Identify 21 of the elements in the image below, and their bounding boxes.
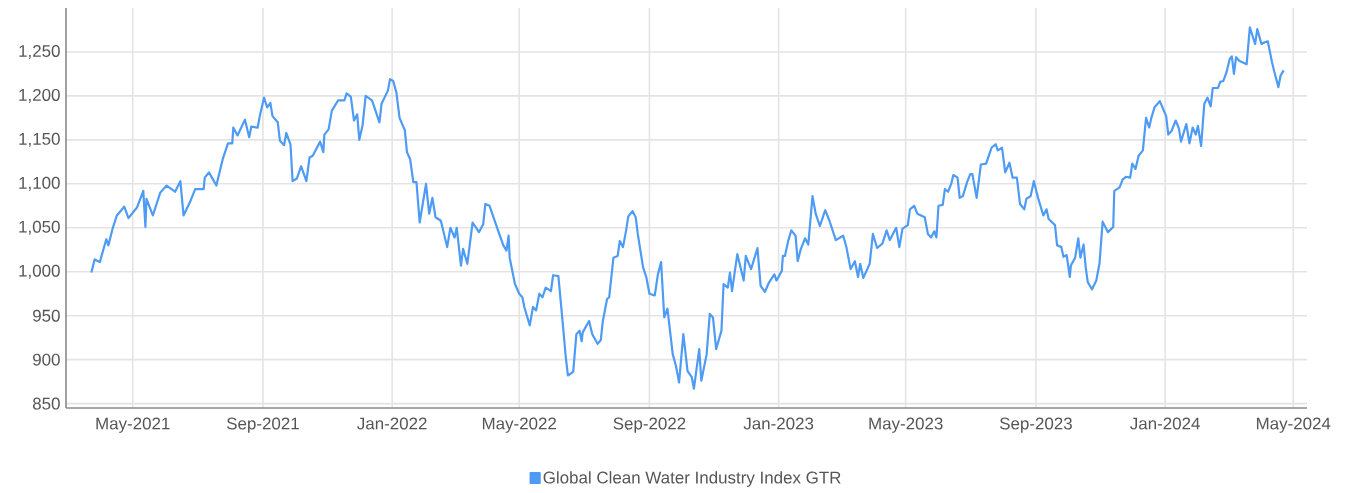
x-tick-label: Sep-2022 — [613, 417, 686, 433]
line-series — [90, 26, 1285, 390]
y-tick-label: 950 — [33, 309, 60, 322]
x-tick-label: May-2022 — [482, 417, 556, 433]
legend-label: Global Clean Water Industry Index GTR — [543, 471, 841, 487]
x-tick-label: May-2023 — [869, 417, 943, 433]
y-tick-label: 1,050 — [19, 220, 60, 235]
y-tick-label: 1,100 — [19, 176, 60, 191]
y-tick-label: 1,200 — [19, 88, 60, 103]
x-tick-label: Sep-2023 — [999, 417, 1072, 433]
y-tick-label: 1,250 — [19, 44, 60, 59]
y-tick-label: 850 — [32, 397, 60, 410]
x-tick-label: Jan-2024 — [1130, 417, 1200, 430]
x-tick-label: Jan-2023 — [743, 417, 814, 430]
x-tick-label: May-2024 — [1256, 417, 1331, 433]
x-tick-label: May-2021 — [96, 417, 170, 433]
y-tick-label: 1,150 — [19, 132, 60, 147]
y-tick-label: 1,000 — [19, 264, 60, 279]
y-tick-label: 900 — [33, 353, 60, 366]
x-tick-label: Jan-2022 — [357, 417, 427, 430]
x-tick-label: Sep-2021 — [226, 417, 299, 433]
